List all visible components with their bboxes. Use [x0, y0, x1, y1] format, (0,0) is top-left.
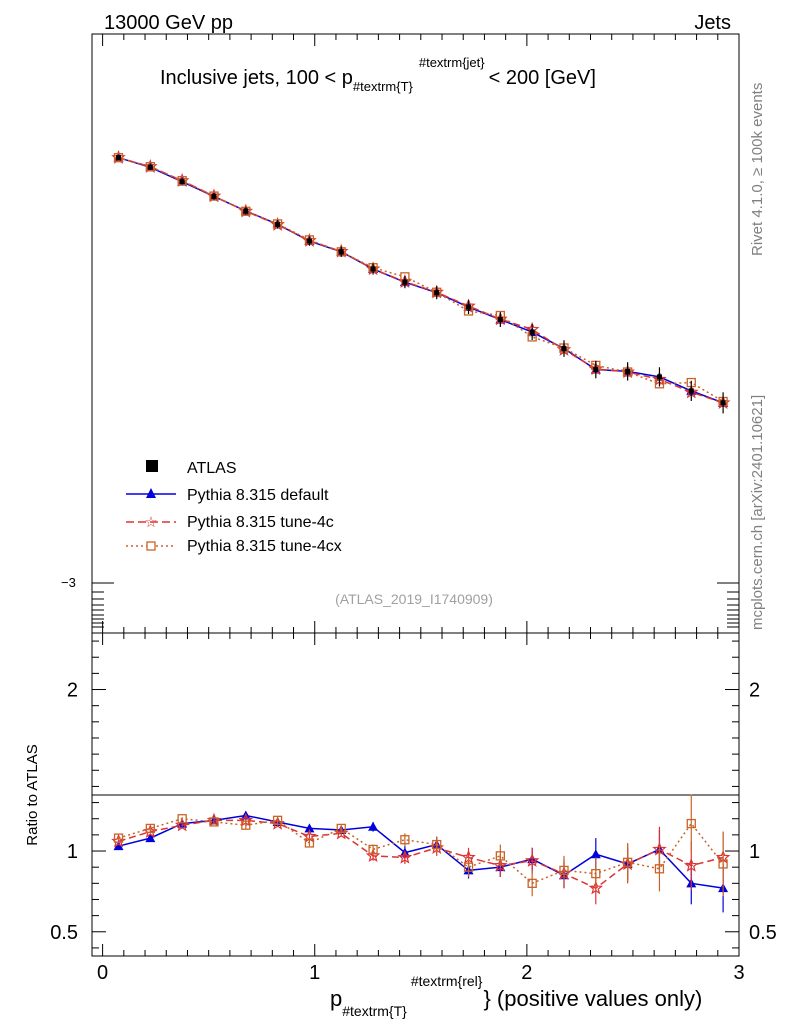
legend-atlas-label: ATLAS [187, 460, 237, 477]
atlas-point [593, 367, 599, 373]
atlas-point [338, 249, 344, 255]
ratio-point-star [588, 880, 604, 895]
main-series-line [118, 156, 724, 403]
main-axis-ticks [92, 34, 740, 633]
ratio-y-label: Ratio to ATLAS [24, 744, 41, 845]
ratio-y-tick-label-right: 2 [749, 680, 760, 702]
atlas-point [179, 179, 185, 185]
ratio-point-square [336, 823, 346, 834]
atlas-point [561, 346, 567, 352]
atlas-point [116, 155, 122, 161]
legend-4cx-marker [146, 541, 156, 551]
ratio-point-star [493, 857, 508, 872]
main-point-square [145, 162, 155, 172]
atlas-point [370, 266, 376, 272]
atlas-point [147, 164, 153, 170]
main-title-sup: #textrm{jet} [419, 55, 485, 70]
atlas-point [275, 221, 281, 227]
ratio-point-star [683, 857, 699, 872]
analysis-label: (ATLAS_2019_I1740909) [335, 591, 493, 607]
ratio-point-triangle [113, 841, 124, 851]
ratio-series-line [118, 819, 724, 890]
legend-default-label: Pythia 8.315 default [187, 487, 329, 504]
mcplots-label: mcplots.cern.ch [arXiv:2401.10621] [749, 395, 766, 630]
x-label-sup: #textrm{rel} [411, 973, 483, 989]
main-plot-area [111, 150, 731, 414]
ratio-point-square [559, 865, 569, 876]
ratio-point-square [622, 857, 633, 867]
ratio-point-square [241, 820, 251, 830]
ratio-y-tick-label: 2 [67, 680, 78, 702]
ratio-point-square [463, 862, 474, 872]
ratio-point-square [400, 835, 410, 845]
ratio-point-square [272, 815, 283, 825]
ratio-series-line [118, 817, 724, 885]
main-point-square [209, 191, 219, 201]
main-title-post: < 200 [GeV] [489, 67, 596, 89]
atlas-point [434, 290, 440, 296]
ratio-point-square [177, 814, 187, 824]
ratio-point-star [524, 853, 540, 867]
x-tick-label: 0 [97, 962, 108, 984]
ratio-point-square [527, 878, 537, 888]
atlas-point [625, 368, 631, 374]
ratio-point-square [368, 844, 378, 855]
ratio-point-square [686, 818, 696, 829]
atlas-point [243, 208, 249, 214]
ratio-point-square [718, 859, 728, 869]
ratio-axis-ticks: 0 1 2 30.5 0.51 12 2 [50, 633, 777, 984]
x-label-post: } (positive values only) [483, 986, 702, 1011]
atlas-point [306, 238, 312, 244]
atlas-point [656, 374, 662, 380]
atlas-point [497, 317, 503, 323]
header-process: Jets [694, 12, 731, 34]
main-point-square [177, 176, 187, 186]
ratio-point-square [432, 839, 442, 850]
main-title: Inclusive jets, 100 < p#textrm{T} #textrm… [160, 55, 596, 94]
rivet-label: Rivet 4.1.0, ≥ 100k events [749, 83, 766, 256]
legend-4c-marker: ☆ [144, 513, 157, 531]
atlas-point [402, 279, 408, 285]
atlas-point [529, 329, 535, 335]
x-tick-label: 1 [309, 962, 320, 984]
ratio-point-square [304, 838, 315, 848]
ratio-point-square [591, 868, 601, 879]
header-energy: 13000 GeV pp [104, 12, 233, 34]
x-label-base: p [330, 986, 342, 1011]
x-tick-label: 3 [733, 962, 744, 984]
ratio-series-line [118, 814, 724, 889]
main-title-sub: #textrm{T} [353, 79, 414, 94]
ratio-point-square [209, 817, 219, 827]
ratio-point-triangle [304, 823, 315, 833]
ratio-point-square [654, 864, 665, 874]
x-label-sub: #textrm{T} [342, 1003, 407, 1019]
atlas-point [211, 193, 217, 199]
ratio-point-triangle [368, 821, 379, 831]
atlas-point [720, 400, 726, 406]
legend: ATLAS Pythia 8.315 default ☆ Pythia 8.31… [126, 460, 342, 555]
legend-default-marker [146, 488, 156, 498]
legend-4cx-label: Pythia 8.315 tune-4cx [187, 538, 342, 555]
ratio-point-triangle [145, 833, 156, 843]
ratio-point-star [397, 849, 413, 864]
atlas-point [466, 304, 472, 310]
ratio-y-tick-label-right: 0.5 [749, 922, 777, 944]
y-exponent-label: −3 [61, 575, 76, 590]
ratio-y-tick-label-right: 1 [749, 841, 760, 863]
ratio-plot-area [111, 794, 731, 913]
legend-atlas-marker [146, 460, 158, 472]
ratio-y-tick-label: 0.5 [50, 922, 78, 944]
ratio-point-triangle [590, 849, 601, 859]
ratio-point-square [495, 851, 506, 861]
main-point-square [113, 153, 124, 163]
atlas-point [688, 388, 694, 394]
ratio-y-tick-label: 1 [67, 841, 78, 863]
main-title-pre: Inclusive jets, 100 < p [160, 67, 353, 89]
x-axis-label: p#textrm{T}#textrm{rel}} (positive value… [330, 973, 702, 1019]
ratio-point-square [113, 833, 124, 843]
ratio-point-square [145, 823, 155, 834]
x-tick-label: 2 [521, 962, 532, 984]
legend-4c-label: Pythia 8.315 tune-4c [187, 514, 334, 531]
